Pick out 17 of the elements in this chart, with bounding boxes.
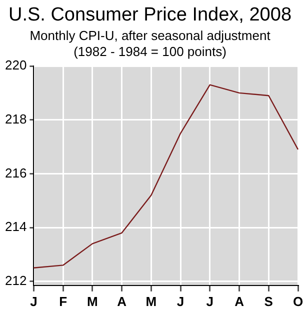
y-tick-label: 216 — [4, 165, 27, 180]
y-tick-label: 220 — [4, 58, 27, 73]
chart-title: U.S. Consumer Price Index, 2008 — [8, 4, 292, 26]
x-tick-label: J — [206, 294, 214, 309]
x-tick-label: J — [176, 294, 184, 309]
y-tick-label: 214 — [4, 219, 27, 234]
x-tick-label: A — [234, 294, 245, 309]
x-tick-label: M — [87, 294, 98, 309]
x-tick-label: S — [264, 294, 274, 309]
chart-subtitle: Monthly CPI-U, after seasonal adjustment (1982 - 1984 = 100 points) — [30, 28, 271, 59]
x-tick-label: M — [146, 294, 157, 309]
x-tick-label: J — [30, 294, 38, 309]
x-tick-label: A — [117, 294, 128, 309]
x-tick-label: O — [292, 294, 304, 309]
y-tick-label: 212 — [4, 272, 27, 288]
x-tick-label: F — [59, 294, 68, 309]
y-tick-label: 218 — [4, 111, 27, 126]
